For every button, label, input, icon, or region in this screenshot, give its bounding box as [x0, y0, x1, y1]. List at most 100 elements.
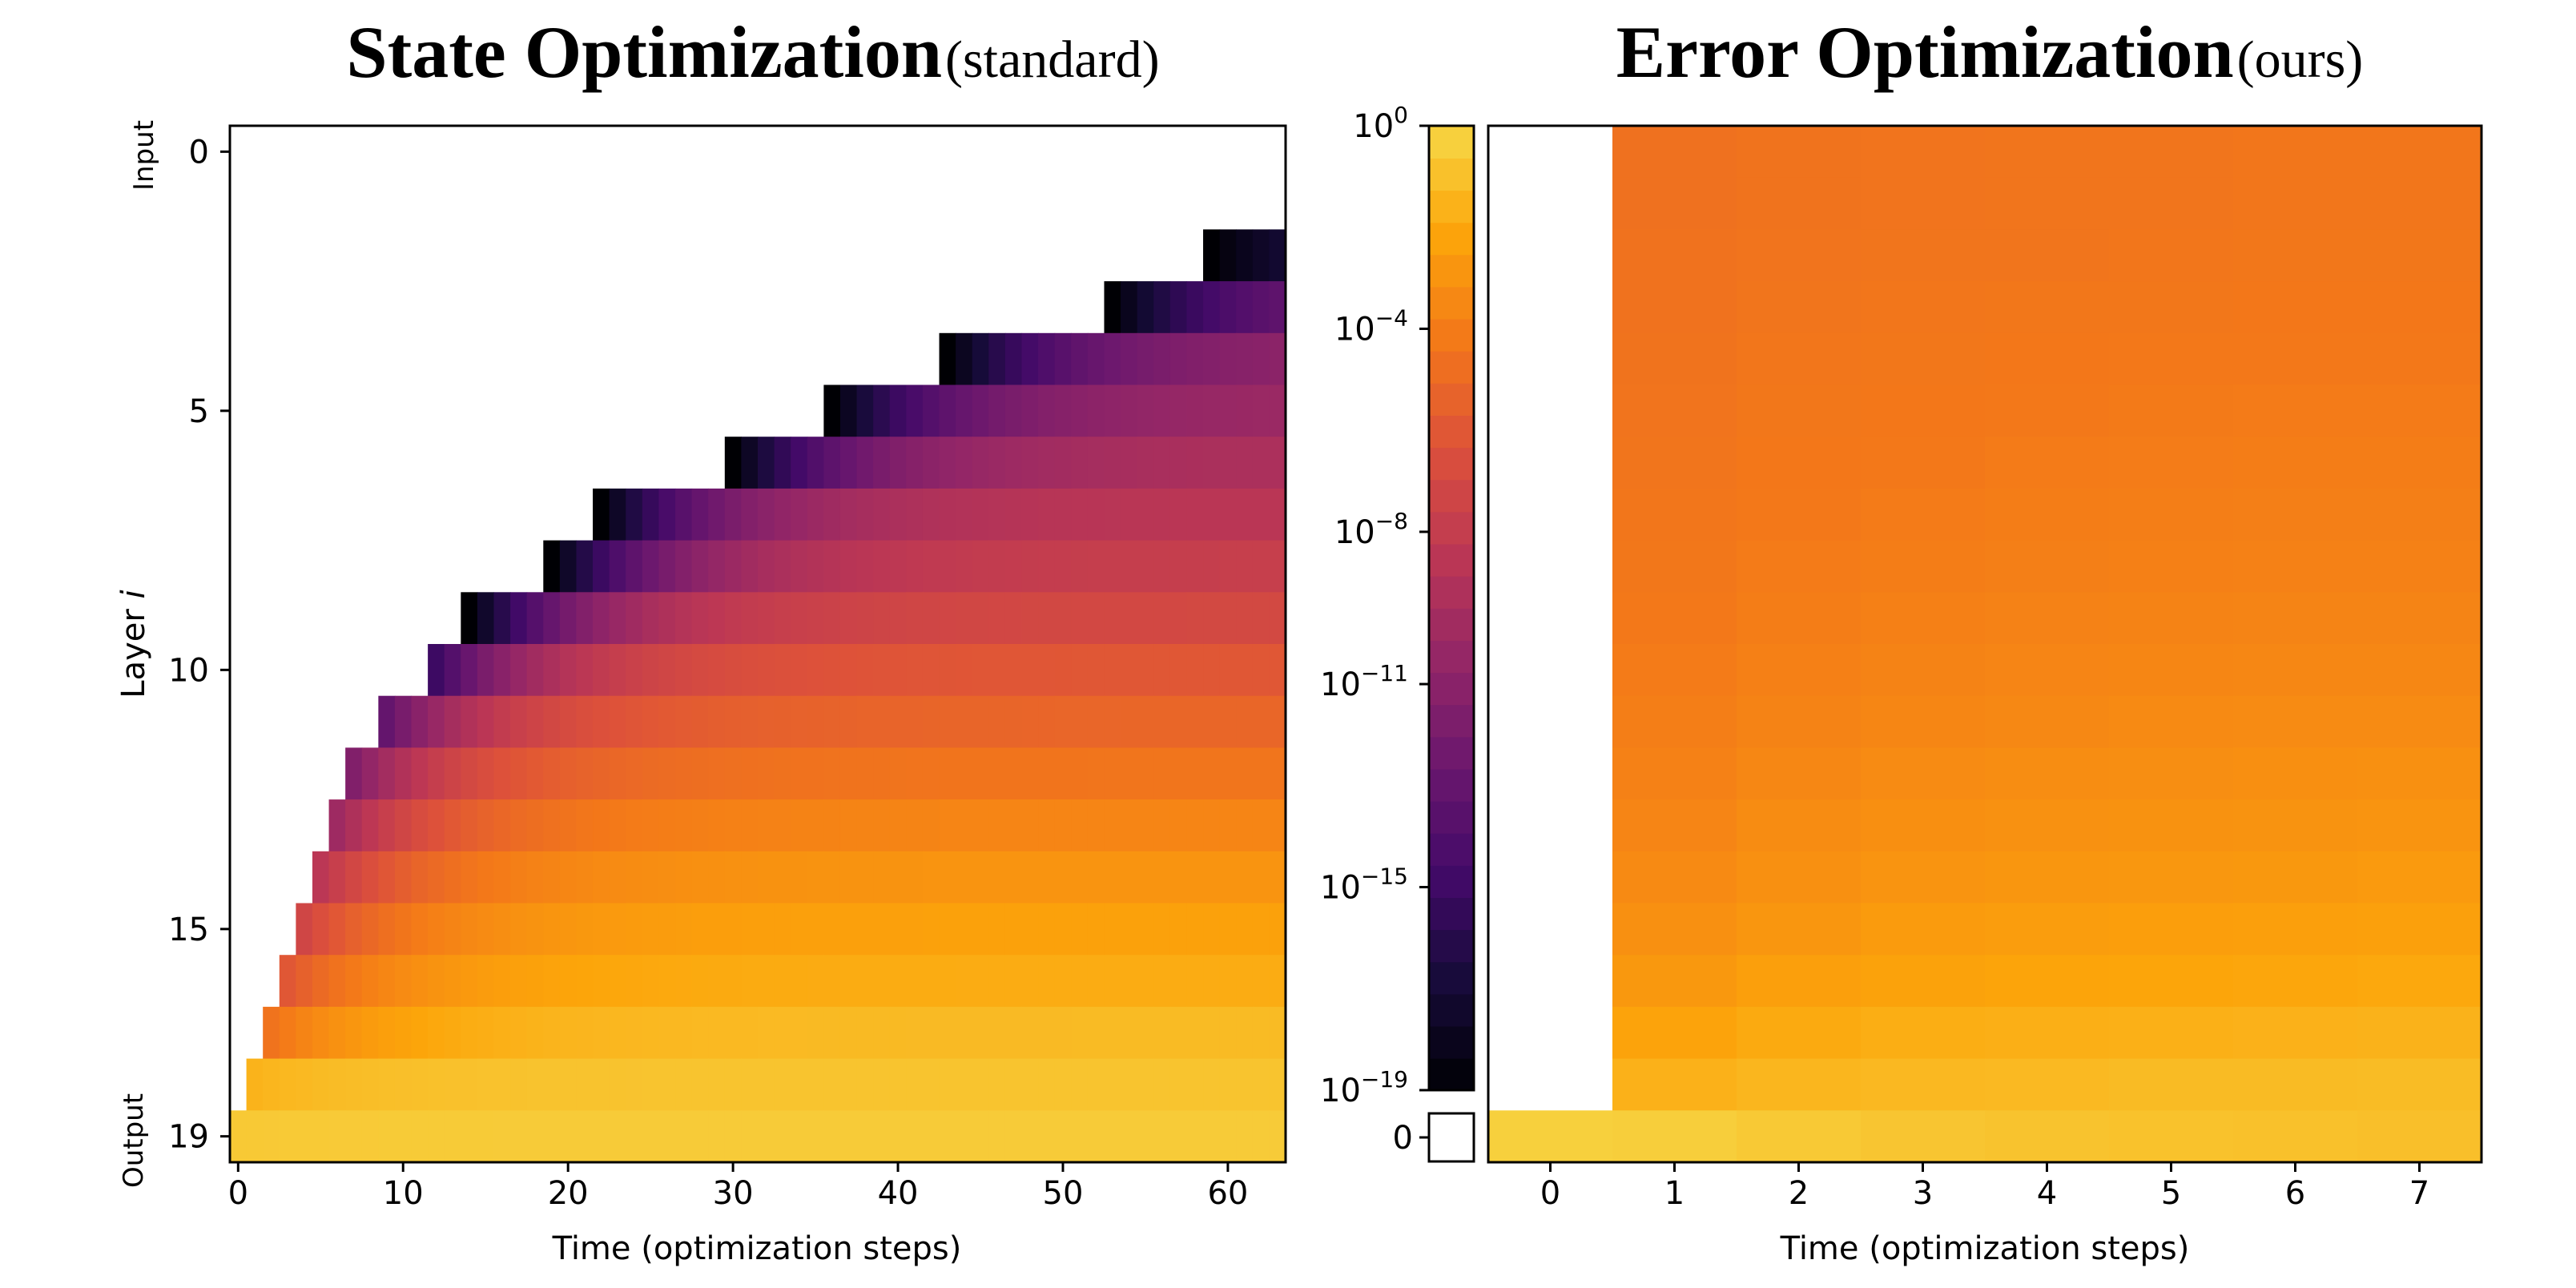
colorbar-tick-label: 100 — [1353, 102, 1408, 145]
left-cell — [758, 437, 775, 489]
left-cell — [1153, 747, 1171, 800]
right-cell — [2109, 1110, 2234, 1163]
left-cell — [526, 851, 544, 904]
left-cell — [988, 592, 1006, 645]
left-cell — [873, 644, 891, 697]
left-cell — [510, 1110, 528, 1163]
left-cell — [708, 644, 726, 697]
left-cell — [906, 747, 924, 800]
left-cell — [988, 903, 1006, 956]
left-cell — [642, 955, 660, 1008]
right-cell — [1612, 437, 1737, 489]
left-cell — [559, 1006, 578, 1060]
left-cell — [1021, 332, 1039, 386]
left-cell — [939, 799, 956, 852]
left-cell — [328, 903, 346, 956]
left-cell — [593, 592, 610, 645]
left-cell — [1153, 592, 1171, 645]
left-cell — [444, 644, 461, 697]
left-cell — [1121, 281, 1138, 334]
left-cell — [956, 332, 973, 386]
left-cell — [1269, 695, 1286, 748]
left-cell — [361, 799, 379, 852]
left-cell — [428, 747, 445, 800]
left-cell — [1021, 592, 1039, 645]
left-cell — [1186, 437, 1204, 489]
left-cell — [906, 799, 924, 852]
left-cell — [741, 799, 759, 852]
left-cell — [1004, 955, 1023, 1008]
left-cell — [807, 799, 824, 852]
left-cell — [609, 747, 626, 800]
left-cell — [411, 1006, 429, 1060]
left-cell — [1087, 384, 1105, 437]
left-cell — [1004, 384, 1023, 437]
right-cell — [1737, 437, 1862, 489]
colorbar-step — [1429, 286, 1474, 320]
left-cell — [461, 592, 478, 645]
left-cell — [741, 1058, 759, 1111]
left-cell — [758, 799, 775, 852]
left-cell — [1054, 695, 1072, 748]
right-cell — [1985, 1006, 2110, 1060]
right-cell — [1737, 488, 1862, 541]
right-cell — [1985, 437, 2110, 489]
right-x-tick-label: 2 — [1789, 1175, 1809, 1212]
left-cell — [724, 644, 743, 697]
left-cell — [1071, 799, 1089, 852]
left-cell — [823, 437, 841, 489]
left-x-tick-label: 40 — [878, 1175, 919, 1212]
left-cell — [626, 488, 643, 541]
right-cell — [2233, 1006, 2358, 1060]
left-cell — [1186, 644, 1204, 697]
left-title-main: State Optimization — [346, 11, 942, 93]
left-cell — [1219, 644, 1237, 697]
left-cell — [1169, 747, 1188, 800]
left-cell — [1104, 851, 1121, 904]
left-cell — [312, 955, 330, 1008]
left-cell — [543, 851, 561, 904]
left-cell — [345, 799, 363, 852]
right-cell — [2357, 799, 2482, 852]
left-cell — [807, 1110, 824, 1163]
left-cell — [889, 955, 907, 1008]
left-cell — [873, 384, 891, 437]
left-cell — [823, 851, 841, 904]
left-cell — [922, 955, 940, 1008]
left-cell — [461, 644, 478, 697]
left-cell — [906, 540, 924, 593]
left-cell — [939, 437, 956, 489]
left-cell — [279, 1006, 296, 1060]
right-cell — [2357, 747, 2482, 800]
left-cell — [823, 384, 841, 437]
left-cell — [361, 851, 379, 904]
left-cell — [956, 747, 973, 800]
left-cell — [1137, 1006, 1154, 1060]
left-cell — [1236, 384, 1254, 437]
left-cell — [1203, 747, 1221, 800]
left-cell — [559, 1110, 578, 1163]
left-cell — [1153, 644, 1171, 697]
left-cell — [345, 1058, 363, 1111]
right-cell — [2109, 695, 2234, 748]
left-cell — [642, 851, 660, 904]
left-cell — [988, 1006, 1006, 1060]
left-cell — [493, 747, 511, 800]
left-cell — [312, 1058, 330, 1111]
right-cell — [1861, 695, 1986, 748]
left-cell — [328, 955, 346, 1008]
left-cell — [1219, 592, 1237, 645]
left-cell — [1021, 695, 1039, 748]
right-cell — [2109, 799, 2234, 852]
left-cell — [1203, 1110, 1221, 1163]
left-cell — [741, 695, 759, 748]
left-cell — [839, 437, 858, 489]
left-cell — [807, 437, 824, 489]
left-cell — [1004, 1110, 1023, 1163]
left-cell — [1186, 488, 1204, 541]
left-cell — [1137, 592, 1154, 645]
left-cell — [626, 799, 643, 852]
left-cell — [741, 903, 759, 956]
left-cell — [988, 695, 1006, 748]
left-cell — [972, 851, 989, 904]
